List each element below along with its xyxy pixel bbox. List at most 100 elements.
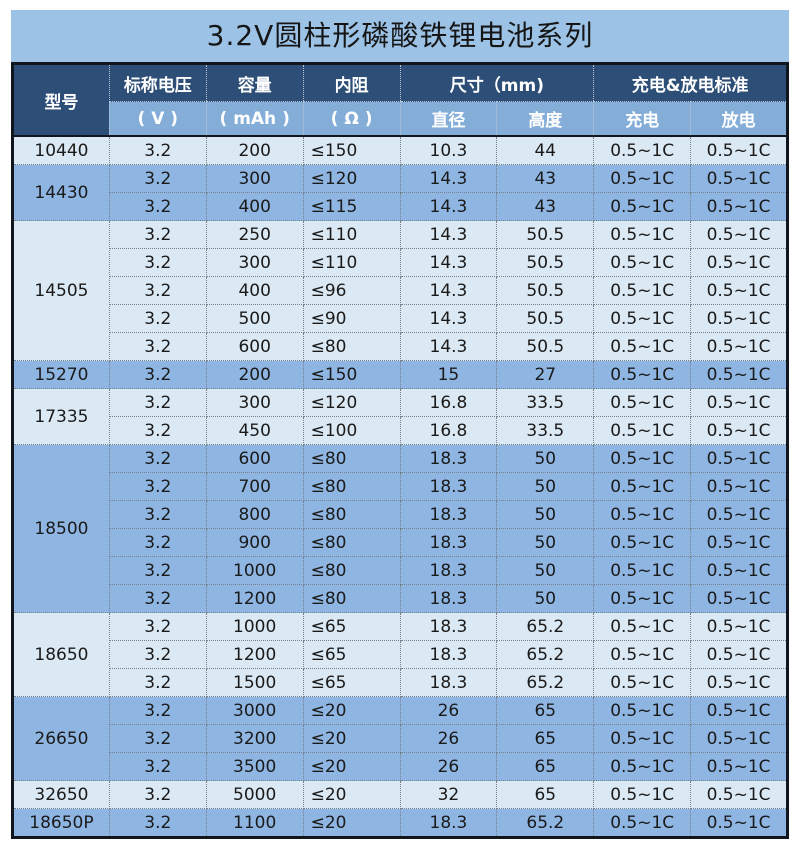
height-cell: 65 bbox=[496, 752, 595, 781]
voltage-cell: 3.2 bbox=[108, 556, 207, 585]
header-resistance: 内阻 bbox=[302, 63, 400, 102]
discharge-cell: 0.5~1C bbox=[690, 724, 788, 753]
charge-cell: 0.5~1C bbox=[593, 724, 692, 753]
height-cell: 43 bbox=[496, 164, 595, 193]
resistance-cell: ≤80 bbox=[302, 444, 401, 473]
model-cell: 18500 bbox=[12, 444, 110, 613]
resistance-cell: ≤150 bbox=[302, 360, 401, 389]
resistance-cell: ≤80 bbox=[302, 556, 401, 585]
discharge-cell: 0.5~1C bbox=[690, 332, 788, 361]
capacity-cell: 1200 bbox=[205, 584, 304, 613]
capacity-cell: 300 bbox=[205, 164, 304, 193]
header-diameter: 直径 bbox=[399, 101, 497, 137]
header-capacity: 容量 bbox=[205, 63, 304, 102]
model-cell: 10440 bbox=[12, 135, 110, 165]
diameter-cell: 14.3 bbox=[399, 220, 498, 249]
charge-cell: 0.5~1C bbox=[593, 135, 692, 165]
diameter-cell: 15 bbox=[399, 360, 498, 389]
resistance-cell: ≤80 bbox=[302, 584, 401, 613]
diameter-cell: 10.3 bbox=[399, 135, 498, 165]
discharge-cell: 0.5~1C bbox=[690, 304, 788, 333]
charge-cell: 0.5~1C bbox=[593, 556, 692, 585]
model-cell: 14505 bbox=[12, 220, 110, 361]
capacity-cell: 800 bbox=[205, 500, 304, 529]
voltage-cell: 3.2 bbox=[108, 808, 207, 838]
voltage-cell: 3.2 bbox=[108, 696, 207, 725]
voltage-cell: 3.2 bbox=[108, 192, 207, 221]
discharge-cell: 0.5~1C bbox=[690, 752, 788, 781]
table-row: 3.2 1200 ≤80 18.3 50 0.5~1C 0.5~1C bbox=[12, 584, 788, 613]
voltage-cell: 3.2 bbox=[108, 500, 207, 529]
page: 3.2V圆柱形磷酸铁锂电池系列 型号 标称电压 容量 内阻 尺寸（mm) 充电&… bbox=[11, 0, 789, 839]
model-cell: 32650 bbox=[12, 780, 110, 809]
resistance-cell: ≤20 bbox=[302, 780, 401, 809]
table-row: 3.2 3200 ≤20 26 65 0.5~1C 0.5~1C bbox=[12, 724, 788, 753]
discharge-cell: 0.5~1C bbox=[690, 808, 788, 838]
charge-cell: 0.5~1C bbox=[593, 444, 692, 473]
discharge-cell: 0.5~1C bbox=[690, 556, 788, 585]
header-standard: 充电&放电标准 bbox=[593, 63, 788, 102]
voltage-cell: 3.2 bbox=[108, 612, 207, 641]
resistance-cell: ≤90 bbox=[302, 304, 401, 333]
height-cell: 50 bbox=[496, 528, 595, 557]
capacity-cell: 400 bbox=[205, 276, 304, 305]
charge-cell: 0.5~1C bbox=[593, 472, 692, 501]
height-cell: 50.5 bbox=[496, 220, 595, 249]
discharge-cell: 0.5~1C bbox=[690, 500, 788, 529]
height-cell: 50.5 bbox=[496, 332, 595, 361]
model-cell: 18650 bbox=[12, 612, 110, 697]
table-row: 3.2 1000 ≤80 18.3 50 0.5~1C 0.5~1C bbox=[12, 556, 788, 585]
height-cell: 65 bbox=[496, 780, 595, 809]
charge-cell: 0.5~1C bbox=[593, 388, 692, 417]
charge-cell: 0.5~1C bbox=[593, 808, 692, 838]
discharge-cell: 0.5~1C bbox=[690, 164, 788, 193]
table-row: 3.2 400 ≤96 14.3 50.5 0.5~1C 0.5~1C bbox=[12, 276, 788, 305]
voltage-cell: 3.2 bbox=[108, 360, 207, 389]
capacity-cell: 1500 bbox=[205, 668, 304, 697]
height-cell: 50 bbox=[496, 472, 595, 501]
discharge-cell: 0.5~1C bbox=[690, 668, 788, 697]
height-cell: 44 bbox=[496, 135, 595, 165]
resistance-cell: ≤65 bbox=[302, 640, 401, 669]
height-cell: 50.5 bbox=[496, 304, 595, 333]
voltage-cell: 3.2 bbox=[108, 164, 207, 193]
voltage-cell: 3.2 bbox=[108, 332, 207, 361]
discharge-cell: 0.5~1C bbox=[690, 135, 788, 165]
diameter-cell: 16.8 bbox=[399, 388, 498, 417]
charge-cell: 0.5~1C bbox=[593, 248, 692, 277]
resistance-cell: ≤96 bbox=[302, 276, 401, 305]
discharge-cell: 0.5~1C bbox=[690, 584, 788, 613]
resistance-cell: ≤65 bbox=[302, 668, 401, 697]
resistance-cell: ≤65 bbox=[302, 612, 401, 641]
height-cell: 50 bbox=[496, 444, 595, 473]
table-row: 14430 3.2 300 ≤120 14.3 43 0.5~1C 0.5~1C bbox=[12, 164, 788, 221]
height-cell: 65.2 bbox=[496, 668, 595, 697]
table-row: 3.2 450 ≤100 16.8 33.5 0.5~1C 0.5~1C bbox=[12, 416, 788, 445]
charge-cell: 0.5~1C bbox=[593, 220, 692, 249]
capacity-cell: 3000 bbox=[205, 696, 304, 725]
resistance-cell: ≤20 bbox=[302, 752, 401, 781]
capacity-cell: 900 bbox=[205, 528, 304, 557]
discharge-cell: 0.5~1C bbox=[690, 248, 788, 277]
resistance-cell: ≤110 bbox=[302, 220, 401, 249]
height-cell: 33.5 bbox=[496, 416, 595, 445]
diameter-cell: 16.8 bbox=[399, 416, 498, 445]
table-row: 3.2 600 ≤80 14.3 50.5 0.5~1C 0.5~1C bbox=[12, 332, 788, 361]
battery-spec-table: 型号 标称电压 容量 内阻 尺寸（mm) 充电&放电标准 ( V ) ( mAh… bbox=[11, 62, 789, 839]
discharge-cell: 0.5~1C bbox=[690, 388, 788, 417]
table-row: 14505 3.2 250 ≤110 14.3 50.5 0.5~1C 0.5~1C bbox=[12, 220, 788, 361]
capacity-cell: 450 bbox=[205, 416, 304, 445]
voltage-cell: 3.2 bbox=[108, 780, 207, 809]
resistance-cell: ≤80 bbox=[302, 500, 401, 529]
diameter-cell: 18.3 bbox=[399, 556, 498, 585]
header-voltage: 标称电压 bbox=[108, 63, 207, 102]
table-body: 10440 3.2 200 ≤150 10.3 44 0.5~1C 0.5~1C 14430 3.… bbox=[12, 135, 788, 838]
diameter-cell: 26 bbox=[399, 724, 498, 753]
discharge-cell: 0.5~1C bbox=[690, 780, 788, 809]
voltage-cell: 3.2 bbox=[108, 304, 207, 333]
charge-cell: 0.5~1C bbox=[593, 584, 692, 613]
header-resistance-unit: ( Ω ) bbox=[302, 101, 400, 137]
header-discharge: 放电 bbox=[690, 101, 788, 137]
charge-cell: 0.5~1C bbox=[593, 528, 692, 557]
discharge-cell: 0.5~1C bbox=[690, 528, 788, 557]
